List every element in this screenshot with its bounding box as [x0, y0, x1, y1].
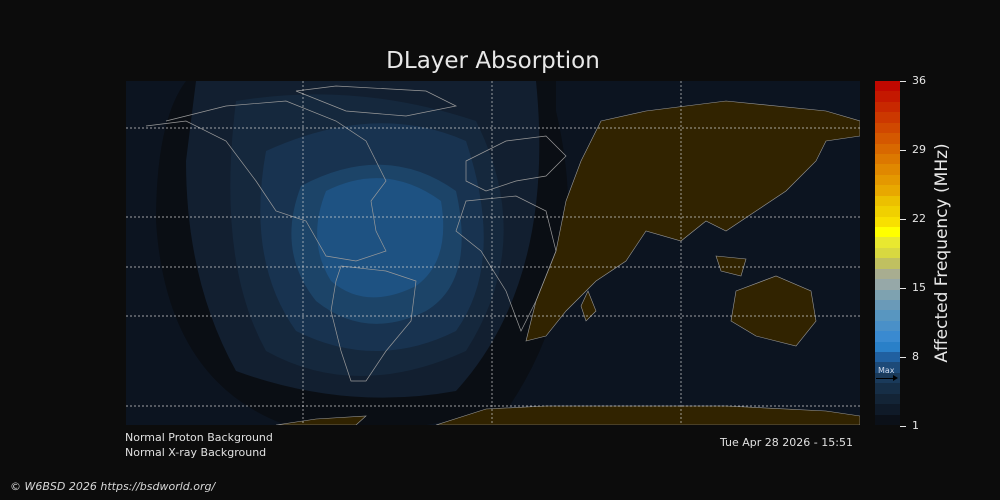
- colorbar-band: [875, 382, 900, 394]
- colorbar-band: [875, 184, 900, 196]
- colorbar-band: [875, 205, 900, 217]
- colorbar-band: [875, 414, 900, 425]
- colorbar-band: [875, 90, 900, 102]
- colorbar-band: [875, 372, 900, 384]
- world-map: [126, 81, 860, 425]
- colorbar-tick: 8: [900, 350, 919, 363]
- colorbar-band: [875, 309, 900, 321]
- colorbar-band: [875, 143, 900, 154]
- colorbar-band: [875, 80, 900, 92]
- night-land: [275, 100, 860, 425]
- colorbar-band: [875, 132, 900, 144]
- colorbar-tick: 36: [900, 74, 926, 87]
- colorbar-band: [875, 341, 900, 353]
- colorbar-tick: 29: [900, 143, 926, 156]
- colorbar-band: [875, 153, 900, 165]
- colorbar-label: Affected Frequency (MHz): [932, 143, 952, 363]
- chart-title: DLayer Absorption: [386, 48, 600, 74]
- colorbar-band: [875, 122, 900, 134]
- max-arrow-icon: [876, 375, 898, 381]
- timestamp: Tue Apr 28 2026 - 15:51: [720, 436, 853, 449]
- colorbar-band: [875, 278, 900, 290]
- colorbar-band: [875, 247, 900, 259]
- colorbar-band: [875, 174, 900, 186]
- colorbar-band: [875, 257, 900, 269]
- colorbar-band: [875, 216, 900, 227]
- colorbar-band: [875, 361, 900, 373]
- graticule: [126, 81, 860, 425]
- colorbar-tick: 1: [900, 419, 919, 432]
- colorbar-band: [875, 163, 900, 175]
- colorbar-band: [875, 393, 900, 405]
- colorbar-band: [875, 299, 900, 311]
- copyright: © W6BSD 2026 https://bsdworld.org/: [10, 480, 216, 493]
- colorbar-band: [875, 351, 900, 363]
- colorbar-band: [875, 268, 900, 280]
- coastlines: [145, 85, 567, 382]
- proton-status: Normal Proton Background: [125, 431, 273, 444]
- absorption-contours: [156, 81, 569, 425]
- colorbar-band: [875, 403, 900, 415]
- max-marker-label: Max: [878, 366, 895, 375]
- colorbar-band: [875, 320, 900, 332]
- colorbar-band: [875, 226, 900, 238]
- colorbar-band: [875, 111, 900, 123]
- colorbar-tick: 15: [900, 281, 926, 294]
- colorbar-band: [875, 330, 900, 342]
- colorbar-band: [875, 195, 900, 207]
- colorbar-band: [875, 289, 900, 300]
- colorbar-band: [875, 101, 900, 113]
- colorbar-band: [875, 236, 900, 248]
- colorbar-tick: 22: [900, 212, 926, 225]
- colorbar: [875, 80, 900, 425]
- xray-status: Normal X-ray Background: [125, 446, 267, 459]
